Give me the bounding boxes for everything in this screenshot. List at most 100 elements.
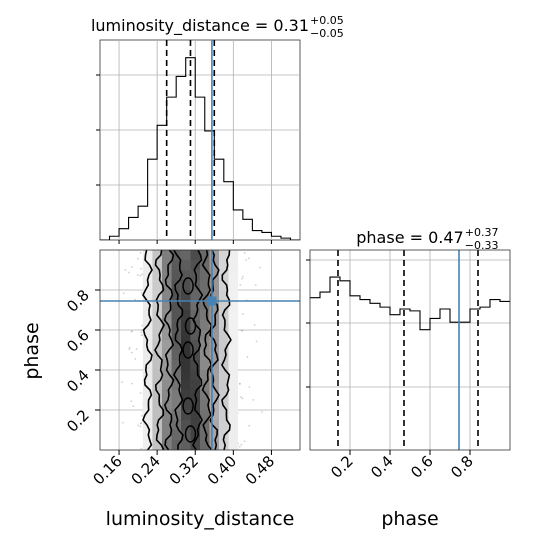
hist-luminosity-grid [100, 40, 300, 240]
density-cell [171, 350, 181, 360]
density-cell [180, 300, 191, 310]
hist-phase-ticks: 0.2 0.4 0.6 0.8 [306, 259, 477, 482]
density-cell [200, 290, 210, 300]
density-cell [190, 330, 200, 340]
scatter-point [239, 283, 242, 286]
density-cell [180, 250, 191, 260]
density-cell [200, 260, 210, 270]
density-cells [142, 250, 239, 450]
hist-phase-panel: 0.2 0.4 0.6 0.8 phase = 0.47 +0.37 −0.33 [306, 226, 511, 482]
density-cell [228, 380, 239, 390]
scatter-point [248, 257, 250, 260]
density-cell [152, 280, 162, 290]
density-cell [219, 420, 229, 430]
density-cell [161, 250, 172, 260]
scatter-point [131, 382, 134, 385]
density-cell [219, 390, 229, 400]
tick-label-luminosity: 0.24 [128, 452, 164, 488]
density-cell [219, 280, 229, 290]
density-cell [152, 330, 162, 340]
scatter-point [132, 405, 135, 408]
tick-label-phase-y: 0.4 [63, 366, 93, 396]
density-cell [200, 390, 210, 400]
density-cell [142, 340, 153, 350]
density-cell [228, 260, 239, 270]
density-cell [200, 420, 210, 430]
scatter-point [248, 386, 251, 388]
density-cell [228, 410, 239, 420]
density-cell [152, 300, 162, 310]
density-cell [161, 320, 172, 330]
density-cell [209, 270, 220, 280]
hist-phase-marks [310, 250, 510, 450]
scatter-point [140, 267, 142, 270]
density-cell [142, 300, 153, 310]
scatter-point [255, 340, 258, 343]
truth-marker [207, 296, 217, 306]
contour-island [182, 277, 194, 295]
title-phase-errors: +0.37 −0.33 [465, 226, 499, 252]
density-cell [180, 400, 191, 410]
density-cell [180, 260, 191, 270]
density-cell [219, 260, 229, 270]
density-cell [142, 260, 153, 270]
density-cell [152, 320, 162, 330]
contour-island [184, 425, 197, 443]
density-cell [190, 260, 200, 270]
density-cell [171, 440, 181, 450]
scatter-point [140, 447, 143, 450]
density-cell [161, 440, 172, 450]
density-cell [180, 340, 191, 350]
density-cell [190, 370, 200, 380]
density-cell [228, 420, 239, 430]
density-cell [171, 260, 181, 270]
scatter-point [128, 271, 130, 274]
tick-label-luminosity: 0.16 [90, 452, 126, 488]
density-cell [152, 440, 162, 450]
density-cell [228, 370, 239, 380]
density-cell [190, 250, 200, 260]
density-cell [180, 330, 191, 340]
scatter-point [140, 331, 143, 334]
scatter-point [241, 313, 244, 315]
density-cell [161, 270, 172, 280]
density-cell [228, 250, 239, 260]
scatter-point [130, 330, 133, 333]
contour-line [142, 250, 153, 450]
contour-island [182, 341, 194, 359]
joint-panel: 0.16 0.24 0.32 0.40 0.48 0.2 0.4 0.6 0.8 [63, 249, 301, 488]
scatter-point [139, 392, 142, 395]
density-cell [228, 280, 239, 290]
density-cell [200, 410, 210, 420]
density-cell [152, 400, 162, 410]
scatter-point [135, 348, 138, 351]
hist-luminosity-step [100, 57, 300, 240]
density-cell [219, 320, 229, 330]
density-cell [219, 270, 229, 280]
density-cell [142, 290, 153, 300]
density-cell [219, 310, 229, 320]
scatter-point [240, 329, 243, 332]
scatter-point [136, 257, 139, 260]
density-cell [200, 250, 210, 260]
density-cell [228, 440, 239, 450]
scatter-point [139, 425, 142, 428]
density-cell [200, 270, 210, 280]
scatter-point [261, 411, 263, 414]
title-phase: phase = 0.47 [356, 228, 463, 247]
density-cell [190, 360, 200, 370]
hist-luminosity-ticks [96, 74, 272, 244]
scatter-point [140, 422, 143, 424]
density-cell [161, 380, 172, 390]
density-cell [180, 310, 191, 320]
scatter-point [140, 414, 143, 417]
title-luminosity-distance: luminosity_distance = 0.31 [91, 16, 309, 36]
title-luminosity-errors: +0.05 −0.05 [310, 14, 344, 40]
density-cell [142, 350, 153, 360]
scatter-point [140, 334, 143, 337]
tick-label-luminosity: 0.48 [242, 452, 278, 488]
tick-label-phase-x: 0.2 [327, 452, 357, 482]
density-cell [200, 330, 210, 340]
scatter-point [141, 273, 144, 276]
